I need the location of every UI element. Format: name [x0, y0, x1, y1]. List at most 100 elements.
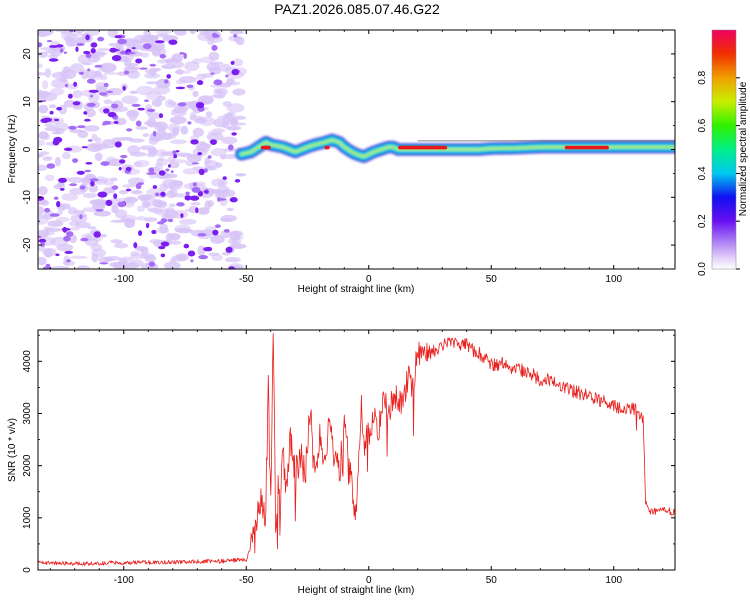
- noise-speck: [142, 43, 152, 50]
- snr-y-ticks: 0 1000 2000 3000 4000: [22, 334, 675, 573]
- noise-speck: [86, 102, 96, 107]
- noise-speck: [197, 233, 207, 237]
- noise-speck: [113, 121, 119, 124]
- noise-blob: [82, 62, 93, 66]
- noise-speck: [49, 213, 60, 217]
- noise-blob: [173, 193, 187, 198]
- noise-blob: [103, 99, 113, 105]
- noise-speck: [210, 139, 217, 146]
- noise-blob: [154, 208, 172, 216]
- noise-speck: [40, 241, 45, 247]
- tone-track-peak: [564, 145, 609, 150]
- noise-blob: [106, 87, 124, 96]
- noise-speck: [183, 243, 190, 249]
- noise-blob: [69, 226, 80, 231]
- x-tick-label: 50: [486, 274, 498, 285]
- noise-blob: [179, 218, 197, 225]
- noise-speck: [59, 48, 64, 53]
- noise-blob: [63, 99, 76, 108]
- noise-speck: [135, 58, 143, 64]
- noise-blob: [69, 234, 77, 244]
- noise-blob: [38, 205, 45, 216]
- noise-speck: [44, 207, 51, 213]
- noise-blob: [156, 202, 168, 209]
- noise-speck: [192, 182, 198, 187]
- noise-blob: [208, 66, 222, 75]
- noise-speck: [56, 200, 61, 208]
- noise-speck: [234, 179, 241, 183]
- noise-speck: [206, 246, 213, 252]
- noise-speck: [212, 32, 218, 38]
- noise-speck: [145, 222, 150, 229]
- noise-speck: [49, 110, 54, 115]
- noise-speck: [191, 186, 201, 193]
- noise-blob: [227, 237, 242, 246]
- noise-speck: [151, 229, 157, 235]
- noise-blob: [128, 138, 145, 143]
- spectrogram-x-label: Height of straight line (km): [298, 284, 415, 295]
- noise-blob: [145, 81, 159, 85]
- noise-speck: [158, 170, 166, 176]
- noise-blob: [226, 111, 236, 117]
- noise-speck: [190, 139, 199, 145]
- noise-blob: [143, 217, 158, 222]
- noise-speck: [60, 188, 65, 191]
- noise-speck: [63, 51, 67, 54]
- noise-speck: [152, 185, 158, 189]
- tone-track-peak: [398, 145, 448, 150]
- noise-blob: [204, 160, 219, 169]
- noise-blob: [49, 87, 65, 96]
- x-tick-label: 0: [366, 575, 372, 586]
- x-tick-label: 100: [605, 575, 622, 586]
- noise-speck: [196, 80, 204, 86]
- noise-speck: [63, 235, 71, 242]
- noise-blob: [44, 68, 52, 78]
- noise-blob: [232, 88, 246, 96]
- noise-speck: [180, 213, 184, 219]
- noise-speck: [84, 169, 92, 173]
- noise-blob: [219, 63, 231, 72]
- noise-speck: [137, 107, 145, 111]
- y-tick-label: -20: [22, 237, 33, 252]
- noise-blob: [38, 256, 47, 266]
- noise-blob: [170, 139, 188, 145]
- noise-speck: [42, 266, 52, 269]
- spectrogram-y-ticks: -20 -10 0 10 20: [22, 29, 675, 270]
- noise-speck: [89, 178, 99, 182]
- noise-blob: [69, 255, 88, 260]
- noise-speck: [95, 209, 104, 212]
- noise-speck: [76, 170, 85, 175]
- noise-blob: [103, 178, 114, 186]
- noise-speck: [160, 241, 170, 247]
- noise-speck: [165, 168, 170, 172]
- noise-speck: [123, 70, 130, 75]
- noise-blob: [69, 129, 86, 134]
- noise-blob: [142, 133, 149, 138]
- noise-speck: [125, 166, 132, 172]
- noise-speck: [175, 150, 180, 153]
- x-tick-label: -100: [114, 575, 134, 586]
- y-tick-label: 0: [22, 567, 33, 573]
- noise-blob: [156, 33, 170, 38]
- noise-speck: [133, 242, 138, 249]
- noise-speck: [144, 99, 149, 102]
- noise-blob: [127, 145, 140, 155]
- noise-blob: [184, 61, 200, 72]
- noise-blob: [88, 92, 100, 103]
- x-tick-label: 100: [605, 274, 622, 285]
- noise-blob: [38, 153, 45, 158]
- noise-blob: [38, 245, 46, 252]
- noise-speck: [79, 214, 83, 220]
- noise-blob: [226, 207, 234, 212]
- snr-series: [38, 332, 675, 566]
- noise-speck: [68, 125, 77, 130]
- noise-blob: [211, 128, 226, 133]
- noise-blob: [175, 228, 194, 234]
- noise-blob: [70, 214, 88, 223]
- noise-blob: [96, 48, 112, 52]
- noise-blob: [83, 125, 100, 132]
- noise-speck: [198, 255, 209, 260]
- snr-y-label: SNR (10 * v/v): [7, 418, 18, 482]
- noise-blob: [159, 223, 169, 234]
